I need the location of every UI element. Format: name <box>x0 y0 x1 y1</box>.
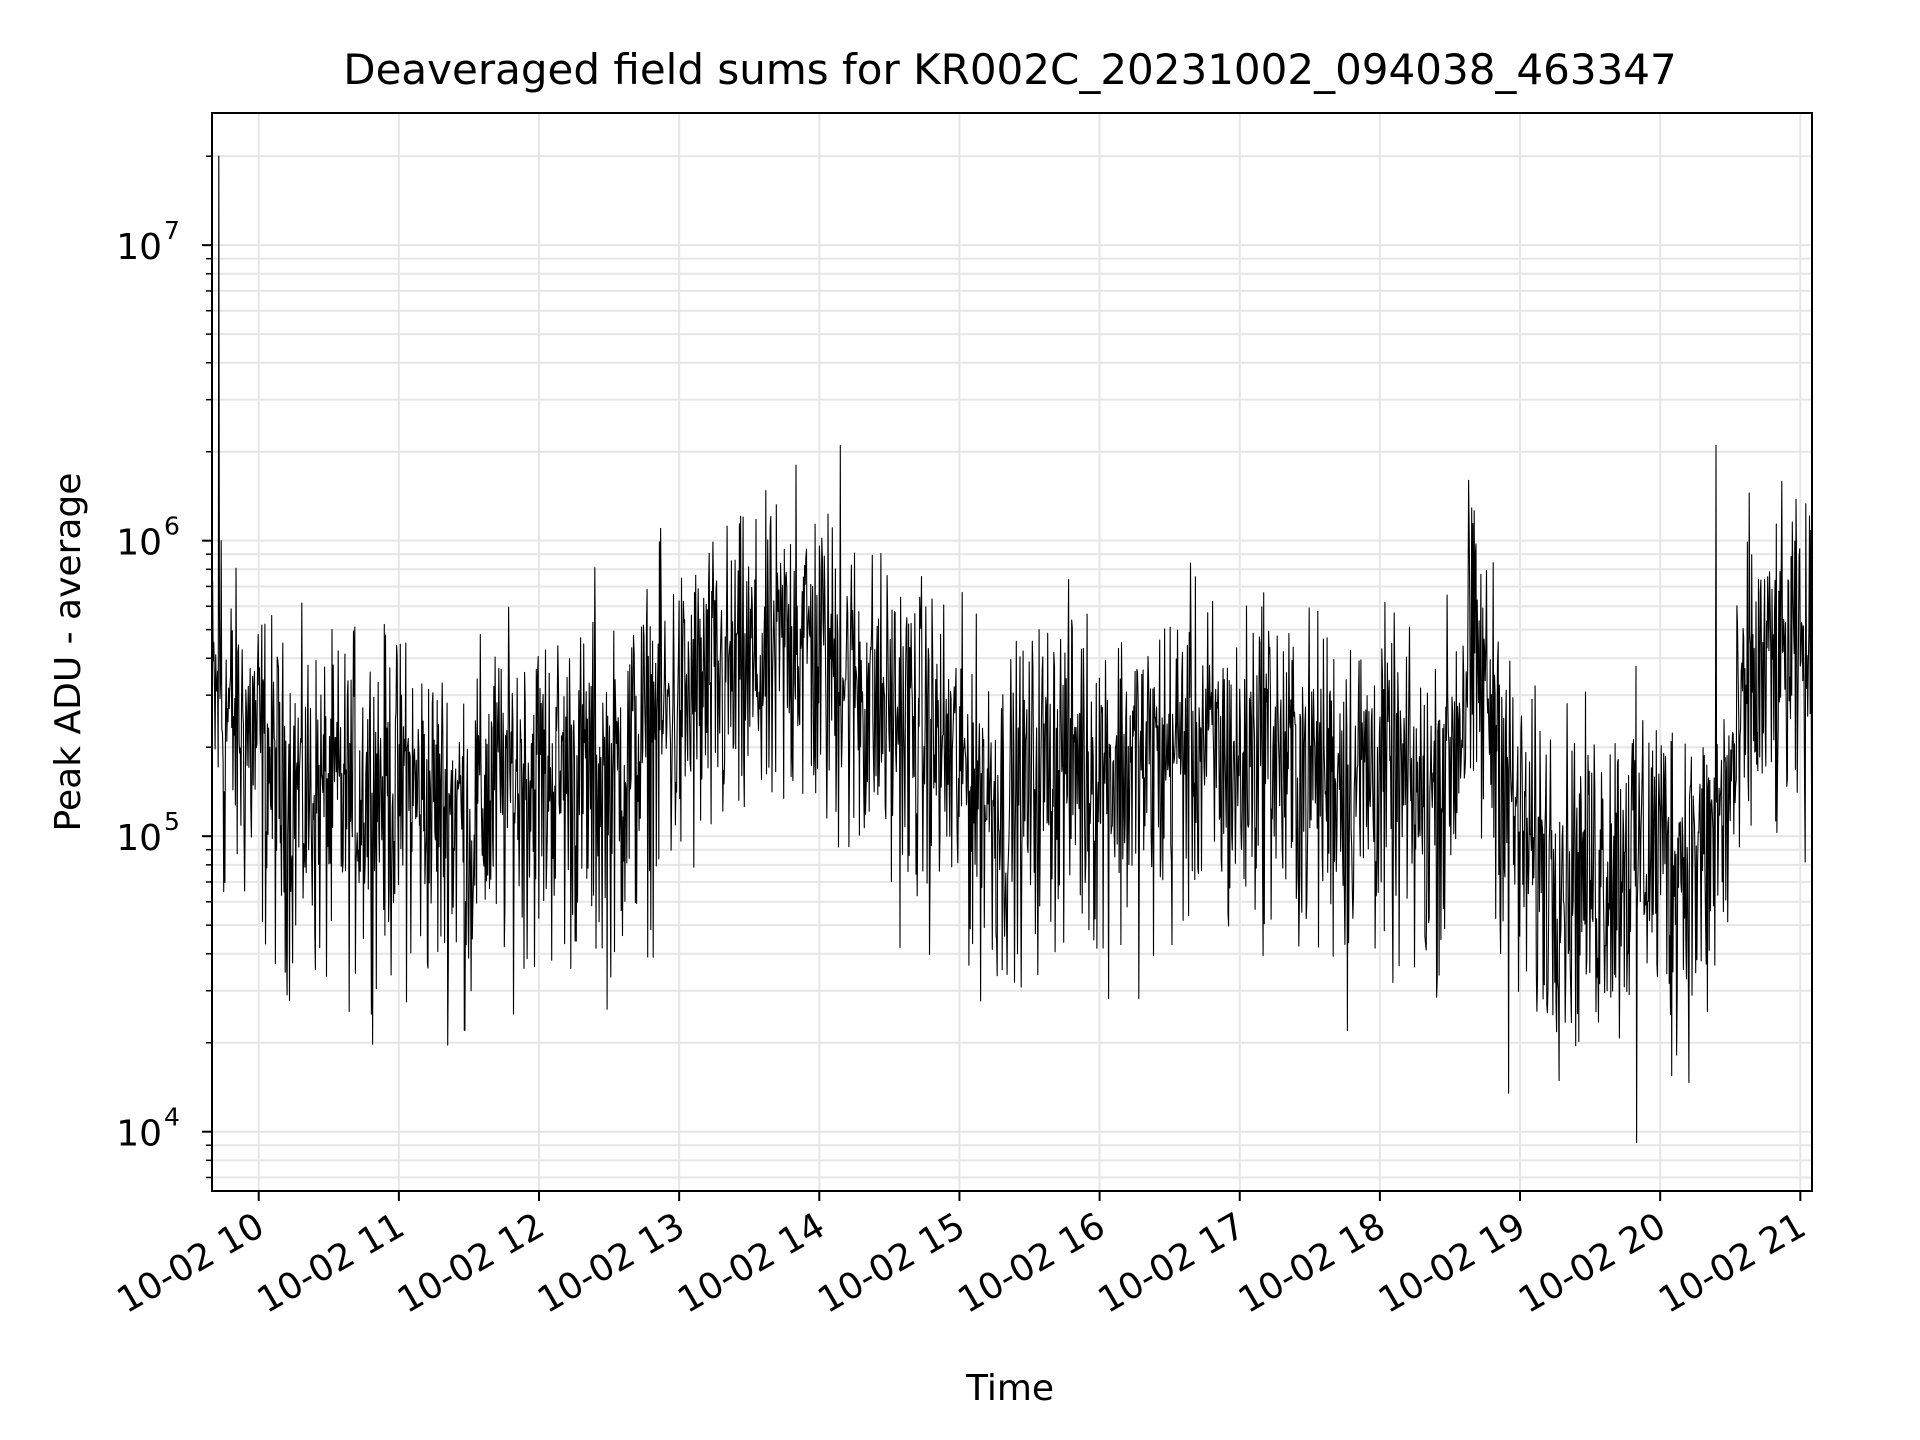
y-tick-label-base: 10 <box>116 1114 162 1155</box>
series-line <box>212 155 1812 1143</box>
y-tick-label-exponent: 4 <box>164 1103 180 1132</box>
y-tick-label-base: 10 <box>116 523 162 564</box>
x-axis-label: Time <box>965 1368 1054 1409</box>
y-tick-label: 10 7 <box>116 216 180 268</box>
y-tick-label-base: 10 <box>116 227 162 268</box>
y-axis-label: Peak ADU - average <box>48 473 89 832</box>
y-tick-label: 10 5 <box>116 807 180 859</box>
y-tick-label: 10 4 <box>116 1103 180 1155</box>
plot-frame <box>211 112 1813 1192</box>
y-tick-label-exponent: 5 <box>164 807 180 836</box>
y-tick-label: 10 6 <box>116 512 180 564</box>
y-tick-label-exponent: 6 <box>164 512 180 541</box>
chart-title: Deaveraged field sums for KR002C_2023100… <box>343 45 1677 94</box>
y-tick-label-exponent: 7 <box>164 216 180 245</box>
data-layer <box>212 155 1812 1143</box>
y-tick-label-base: 10 <box>116 818 162 859</box>
